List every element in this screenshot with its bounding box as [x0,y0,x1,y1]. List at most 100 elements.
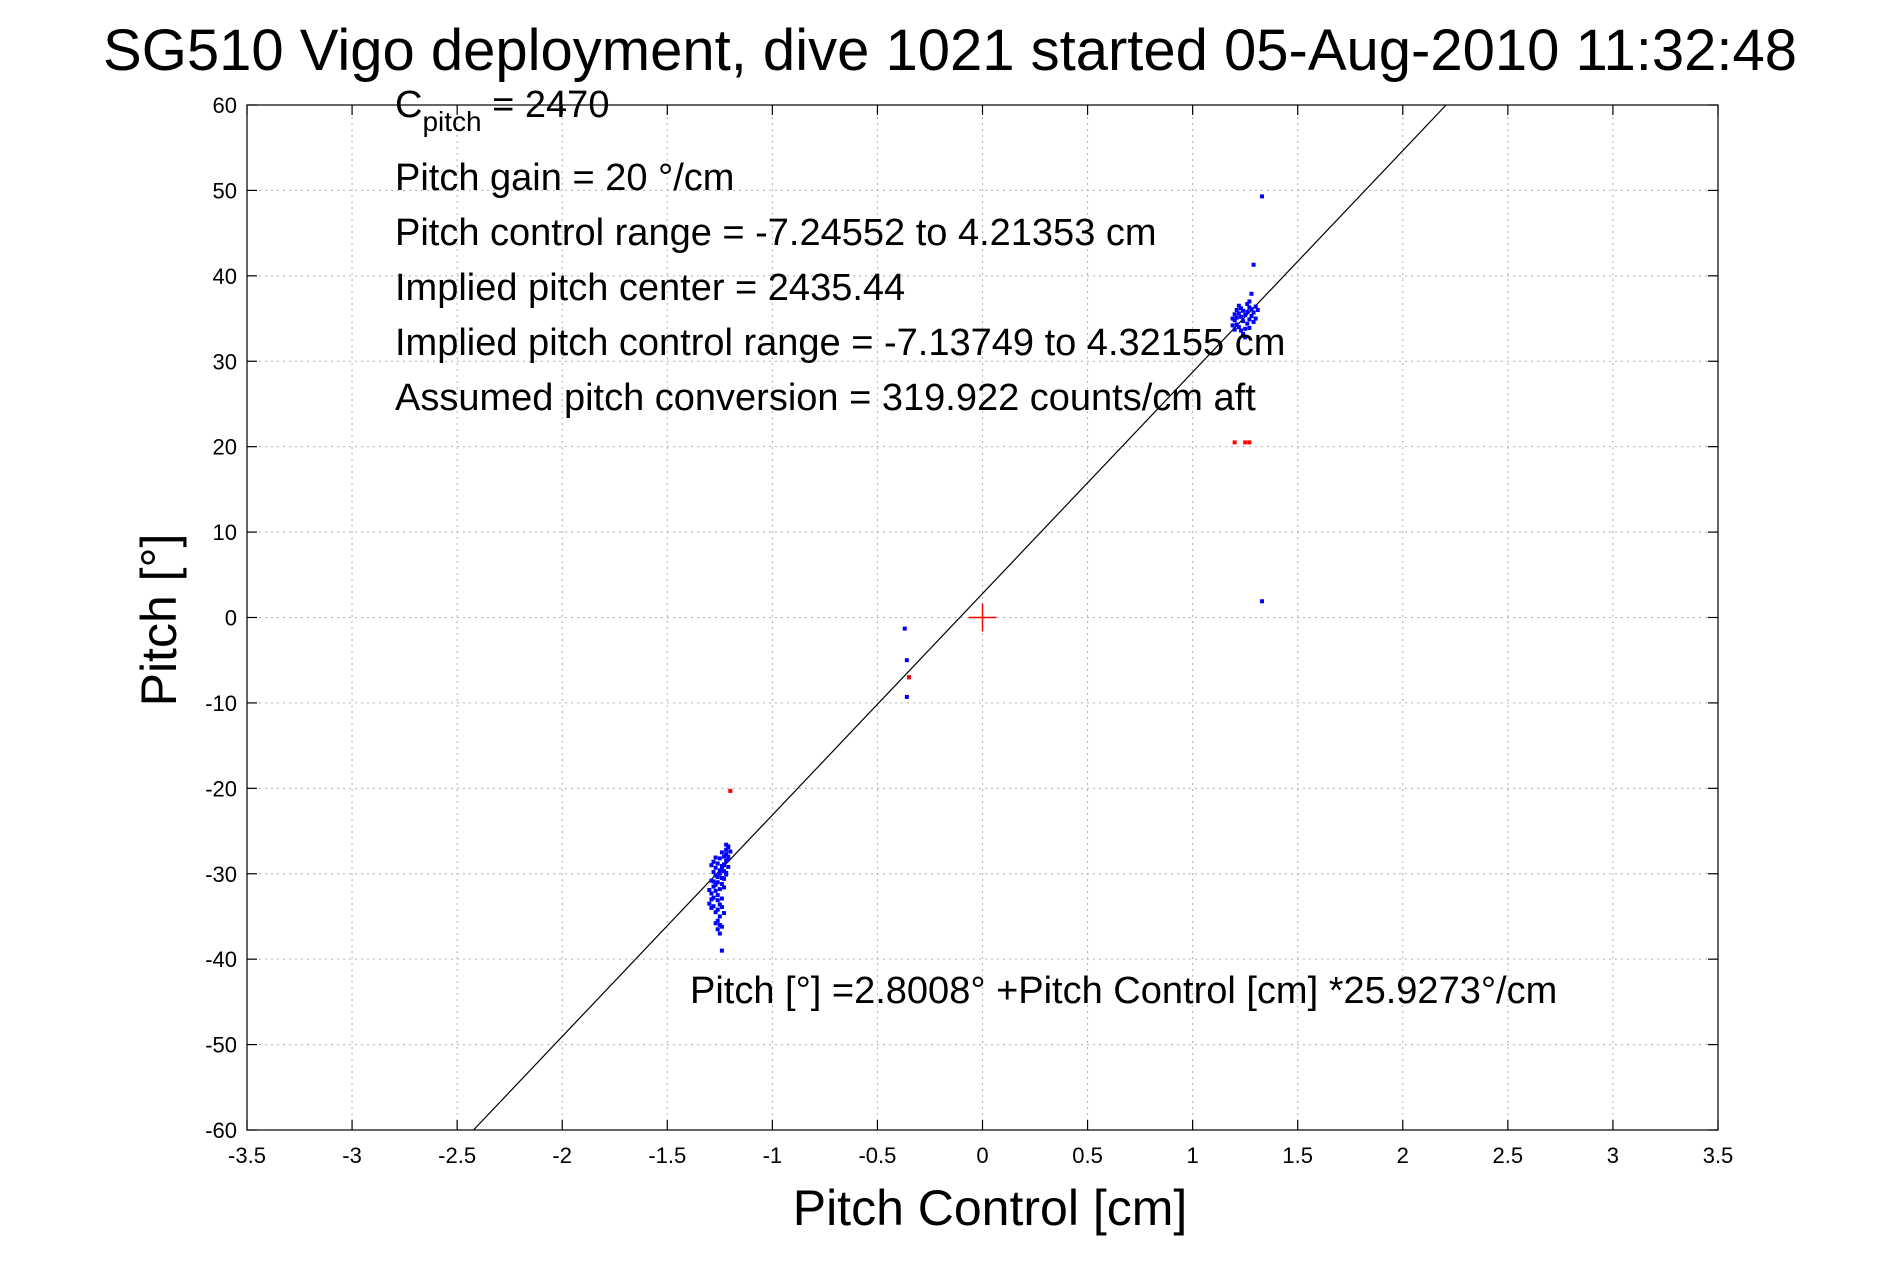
data-point [707,901,712,906]
data-point [1232,312,1237,317]
data-point [722,869,727,874]
data-point [724,858,729,863]
data-point [719,905,724,910]
chart-title: SG510 Vigo deployment, dive 1021 started… [103,18,1797,83]
data-point [1241,308,1246,313]
data-point [715,907,720,912]
annotation-pitch-gain: Pitch gain = 20 °/cm [395,157,734,199]
y-tick-label: -20 [205,776,237,801]
data-point [1251,262,1256,267]
x-tick-label: -1 [763,1143,783,1168]
data-point [711,870,716,875]
data-point [1238,306,1243,311]
y-tick-label: -40 [205,947,237,972]
data-point [715,893,720,898]
data-point [1236,325,1241,330]
data-point [906,675,911,680]
data-point [715,861,720,866]
data-point [1243,335,1248,340]
data-point [1251,310,1256,315]
data-point [1259,194,1264,199]
data-point [724,842,729,847]
data-point [715,880,720,885]
data-point [709,897,714,902]
fit-line [473,104,1447,1131]
annotation-c-pitch-value: = 2470 [482,84,610,126]
data-point [707,887,712,892]
data-point [715,875,720,880]
data-point [1241,331,1246,336]
data-point [726,854,731,859]
data-point [1251,319,1256,324]
data-point [713,921,718,926]
data-point [713,873,718,878]
data-point [726,857,731,862]
axis-ticks: -3.5 -3 -2.5 -2 -1.5 -1 -0.5 0 0.5 1 1.5 2 2.5 3 3.5 -6… [205,93,1733,1168]
data-point [719,876,724,881]
data-point [1236,303,1241,308]
data-point [709,905,714,910]
x-tick-label: 3 [1607,1143,1619,1168]
data-point [1232,318,1237,323]
y-tick-label: 50 [213,178,237,203]
data-point [728,849,733,854]
data-point [1247,317,1252,322]
data-point [1243,440,1248,445]
x-tick-label: 2.5 [1493,1143,1524,1168]
data-point [717,923,722,927]
y-tick-label: -10 [205,691,237,716]
data-point [904,658,909,663]
data-point [1255,308,1260,312]
y-tick-label: 20 [213,435,237,460]
data-point [713,910,718,915]
data-point [719,882,724,886]
x-tick-label: -1.5 [648,1143,686,1168]
data-point [711,904,716,909]
data-point [709,891,714,896]
data-point [1249,291,1254,296]
data-point [1238,314,1243,319]
data-point [1230,316,1235,321]
data-point [717,871,722,876]
data-point [1259,599,1264,604]
annotation-c-pitch: Cpitch = 2470 [395,84,609,137]
x-tick-label: -2.5 [438,1143,476,1168]
data-point [713,865,718,870]
data-point [722,876,727,881]
data-point [722,911,727,916]
center-marker-group [968,603,997,632]
x-tick-label: 0.5 [1072,1143,1103,1168]
data-point [724,852,729,857]
data-point [1247,325,1252,330]
y-tick-label: 30 [213,349,237,374]
data-point [713,888,718,893]
data-point [719,924,724,929]
data-point [724,847,729,852]
data-point [1245,302,1250,307]
data-point [1253,316,1258,321]
series-1 [728,440,1252,793]
data-point [709,878,714,883]
data-point [711,895,716,900]
data-point [724,872,729,877]
data-point [1249,313,1254,318]
data-point [902,626,907,631]
annotation-block: Cpitch = 2470 Pitch gain = 20 °/cm Pitch… [395,84,1557,1012]
y-tick-label: 0 [225,606,237,631]
data-point [717,887,722,892]
data-point [728,788,733,793]
data-point [719,867,724,872]
data-point [719,948,724,953]
data-point [715,927,720,932]
data-point [1245,321,1250,326]
data-point [1249,307,1254,312]
data-point [719,850,724,855]
x-tick-label: 2 [1397,1143,1409,1168]
data-point [1247,440,1252,445]
y-tick-label: -50 [205,1033,237,1058]
data-point [726,864,731,869]
data-point [713,855,718,860]
data-point [722,885,727,890]
data-point [1241,319,1246,324]
